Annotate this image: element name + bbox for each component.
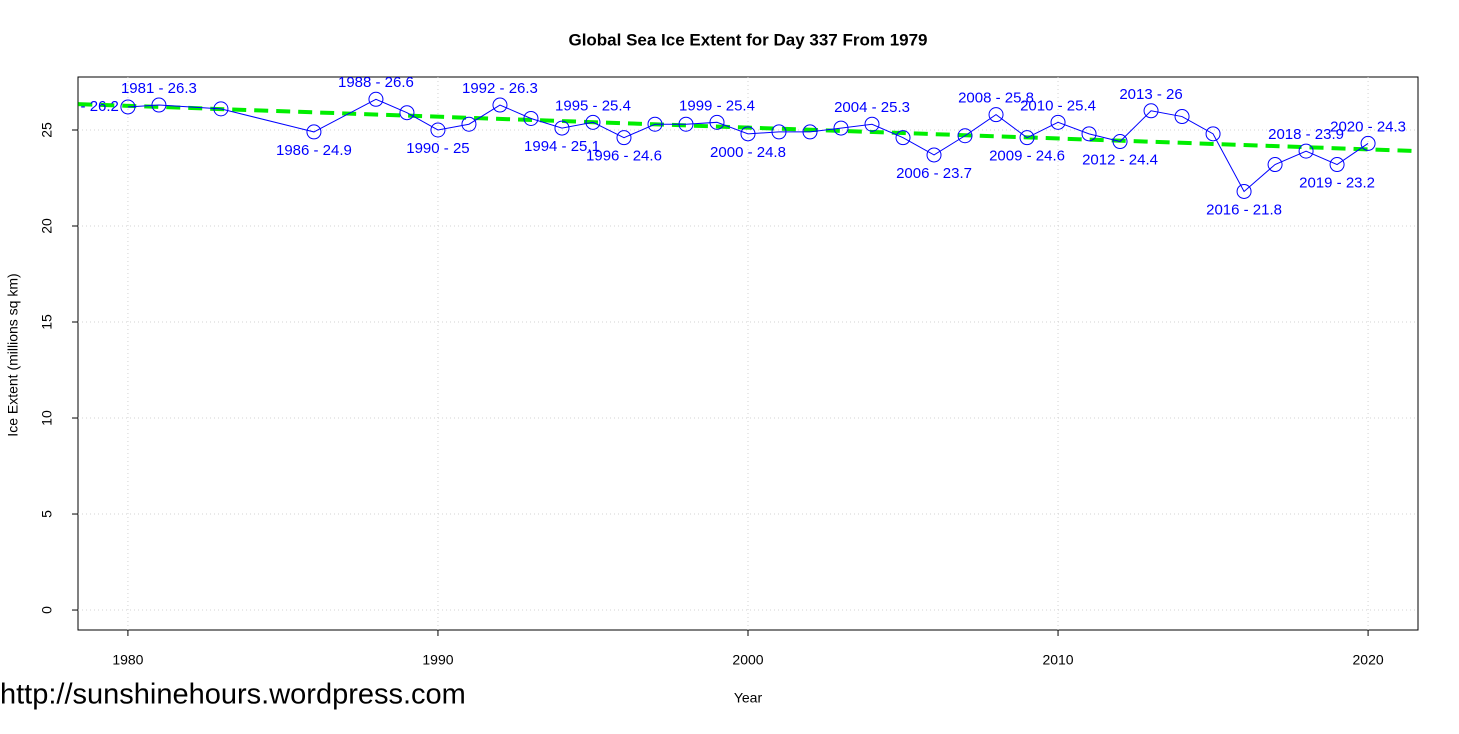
data-point xyxy=(1112,134,1128,150)
data-point xyxy=(430,122,446,138)
data-point xyxy=(554,120,570,136)
data-label: 2016 - 21.8 xyxy=(1206,201,1282,218)
data-label: 1996 - 24.6 xyxy=(586,148,662,165)
data-point xyxy=(926,147,942,163)
data-point xyxy=(585,114,601,130)
data-point xyxy=(616,130,632,146)
data-point xyxy=(1329,157,1345,173)
y-tick-label: 25 xyxy=(39,122,55,138)
data-label: 1999 - 25.4 xyxy=(679,97,755,114)
x-tick-label: 1980 xyxy=(112,652,143,668)
data-point xyxy=(678,116,694,132)
data-label: 2004 - 25.3 xyxy=(834,99,910,116)
data-line xyxy=(127,98,1369,193)
data-point xyxy=(461,116,477,132)
data-point xyxy=(1143,103,1159,119)
data-label: 1988 - 26.6 xyxy=(338,74,414,91)
data-point xyxy=(895,130,911,146)
y-tick-label: 0 xyxy=(39,606,55,614)
data-label: 1995 - 25.4 xyxy=(555,97,631,114)
data-label: 2018 - 23.9 xyxy=(1268,126,1344,143)
data-point xyxy=(399,105,415,121)
data-point xyxy=(368,91,384,107)
data-point xyxy=(1298,143,1314,159)
data-point xyxy=(864,116,880,132)
data-label: 1992 - 26.3 xyxy=(462,80,538,97)
data-label: 2019 - 23.2 xyxy=(1299,175,1375,192)
data-point xyxy=(740,126,756,142)
data-point xyxy=(151,97,167,113)
y-tick-label: 10 xyxy=(39,410,55,426)
data-point xyxy=(1267,157,1283,173)
data-point xyxy=(306,124,322,140)
data-label: 2008 - 25.8 xyxy=(958,90,1034,107)
x-tick-label: 1990 xyxy=(422,652,453,668)
data-label: 2012 - 24.4 xyxy=(1082,151,1158,168)
data-point xyxy=(1205,126,1221,142)
data-label: 1986 - 24.9 xyxy=(276,142,352,159)
data-point xyxy=(523,110,539,126)
data-label: 2013 - 26 xyxy=(1119,86,1182,103)
data-label: 2020 - 24.3 xyxy=(1330,118,1406,135)
data-point xyxy=(1174,109,1190,125)
data-label: 2006 - 23.7 xyxy=(896,165,972,182)
data-point xyxy=(1050,114,1066,130)
x-tick-label: 2000 xyxy=(732,652,763,668)
x-axis-label: Year xyxy=(734,690,763,706)
data-point xyxy=(120,99,136,115)
data-label: 1980 - 26.2 xyxy=(43,98,119,115)
x-tick-label: 2010 xyxy=(1042,652,1073,668)
data-point xyxy=(771,124,787,140)
data-point xyxy=(1360,135,1376,151)
chart-title: Global Sea Ice Extent for Day 337 From 1… xyxy=(568,30,927,49)
x-tick-label: 2020 xyxy=(1353,652,1384,668)
data-point xyxy=(957,128,973,144)
data-label: 1981 - 26.3 xyxy=(121,80,197,97)
data-label: 1990 - 25 xyxy=(406,140,469,157)
y-tick-label: 5 xyxy=(39,510,55,518)
data-point xyxy=(1019,130,1035,146)
data-label: 2010 - 25.4 xyxy=(1020,97,1096,114)
y-axis-label: Ice Extent (millions sq km) xyxy=(5,273,21,436)
footer-url: http://sunshinehours.wordpress.com xyxy=(0,679,466,711)
data-point xyxy=(709,114,725,130)
data-point xyxy=(833,120,849,136)
data-point xyxy=(647,116,663,132)
data-label: 2000 - 24.8 xyxy=(710,144,786,161)
data-point xyxy=(1081,126,1097,142)
data-point xyxy=(492,97,508,113)
data-point xyxy=(988,107,1004,123)
data-label: 1994 - 25.1 xyxy=(524,138,600,155)
data-point xyxy=(1236,183,1252,199)
y-tick-label: 20 xyxy=(39,218,55,234)
data-point xyxy=(213,101,229,117)
data-point xyxy=(802,124,818,140)
data-label: 2009 - 24.6 xyxy=(989,148,1065,165)
y-tick-label: 15 xyxy=(39,314,55,330)
trend-line xyxy=(78,102,1418,154)
